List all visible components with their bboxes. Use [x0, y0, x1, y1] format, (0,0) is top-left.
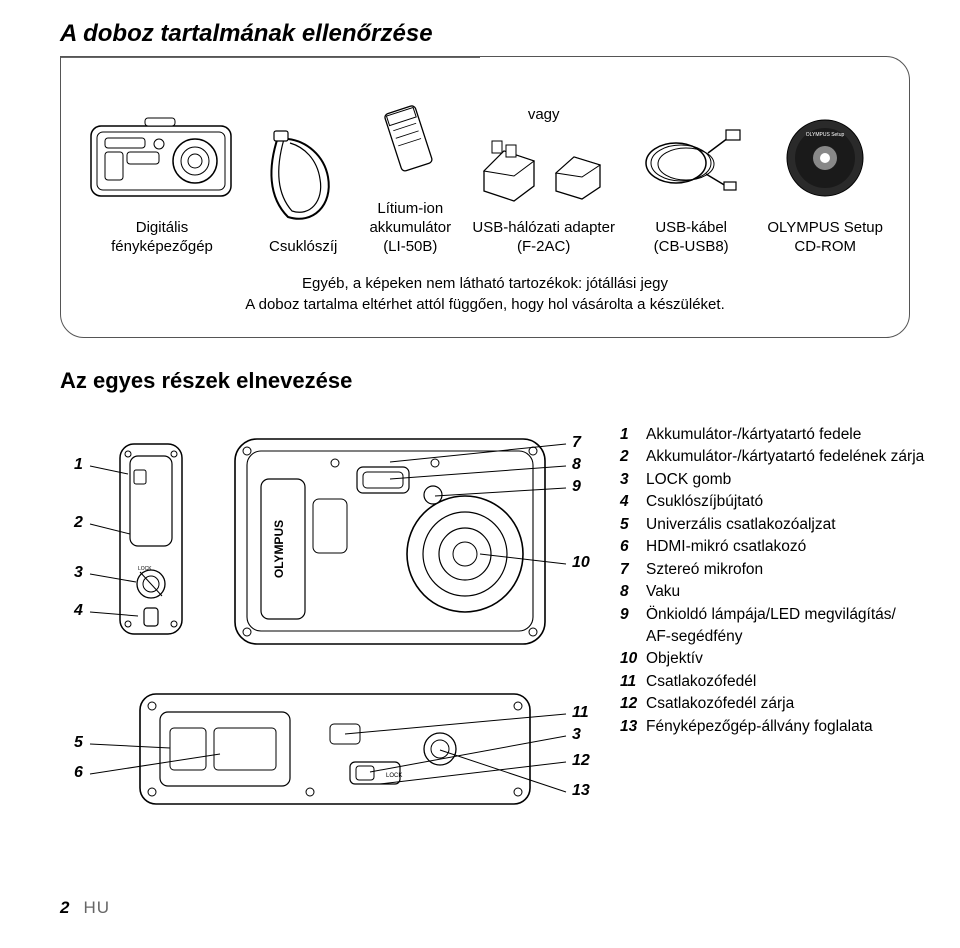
svg-text:OLYMPUS Setup: OLYMPUS Setup	[806, 132, 845, 138]
parts-legend: 1Akkumulátor-/kártyatartó fedele 2Akkumu…	[620, 424, 960, 739]
item-adapter: vagy	[472, 106, 615, 256]
callout-left-3: 3	[74, 564, 83, 582]
legend-row: 3LOCK gomb	[620, 469, 960, 491]
cable-illustration	[636, 106, 746, 211]
callout-right-7: 7	[572, 434, 581, 452]
item-label: Digitális fényképezőgép	[111, 219, 213, 257]
camera-illustration	[87, 106, 237, 211]
legend-row: 12Csatlakozófedél zárja	[620, 693, 960, 715]
callout-right-3b: 3	[572, 726, 581, 744]
legend-row: 4Csuklószíjbújtató	[620, 491, 960, 513]
legend-row: 13Fényképezőgép-állvány foglalata	[620, 716, 960, 738]
parts-area: LOCK	[60, 414, 910, 844]
legend-row: 10Objektív	[620, 648, 960, 670]
callout-right-12: 12	[572, 752, 590, 770]
legend-row: 2Akkumulátor-/kártyatartó fedelének zárj…	[620, 446, 960, 468]
battery-illustration	[375, 87, 445, 192]
page-title: A doboz tartalmának ellenőrzése	[60, 20, 910, 48]
legend-row: 8Vaku	[620, 581, 960, 603]
item-label: Lítium-ion akkumulátor (LI-50B)	[369, 200, 451, 256]
callout-left-6: 6	[74, 764, 83, 782]
box-items-row: Digitális fényképezőgép Csuklószíj	[87, 87, 883, 256]
item-strap: Csuklószíj	[258, 125, 348, 257]
page-lang: HU	[83, 898, 110, 918]
legend-row: 1Akkumulátor-/kártyatartó fedele	[620, 424, 960, 446]
legend-row: 7Sztereó mikrofon	[620, 559, 960, 581]
item-label: Csuklószíj	[269, 238, 337, 257]
legend-row: 9Önkioldó lámpája/LED megvilágítás/ AF-s…	[620, 604, 960, 649]
parts-diagram: LOCK	[60, 414, 620, 844]
callout-left-1: 1	[74, 456, 83, 474]
callout-left-2: 2	[74, 514, 83, 532]
item-label: OLYMPUS Setup CD-ROM	[767, 219, 883, 257]
legend-row: 6HDMI-mikró csatlakozó	[620, 536, 960, 558]
strap-illustration	[258, 125, 348, 230]
item-label: USB-kábel (CB-USB8)	[654, 219, 729, 257]
page: A doboz tartalmának ellenőrzése	[0, 0, 960, 948]
legend-row: 5Univerzális csatlakozóaljzat	[620, 514, 960, 536]
svg-text:OLYMPUS: OLYMPUS	[272, 520, 286, 578]
parts-section-title: Az egyes részek elnevezése	[60, 368, 910, 394]
or-label: vagy	[528, 106, 560, 125]
callout-right-10: 10	[572, 554, 590, 572]
svg-text:LOCK: LOCK	[386, 773, 402, 779]
callout-right-8: 8	[572, 456, 581, 474]
item-usb-cable: USB-kábel (CB-USB8)	[636, 106, 746, 257]
callout-left-5: 5	[74, 734, 83, 752]
item-camera: Digitális fényképezőgép	[87, 106, 237, 257]
callout-right-13: 13	[572, 782, 590, 800]
adapter-illustration	[474, 131, 614, 211]
callout-right-9: 9	[572, 478, 581, 496]
svg-text:LOCK: LOCK	[138, 566, 152, 572]
cd-illustration: OLYMPUS Setup	[780, 106, 870, 211]
panel-note: Egyéb, a képeken nem látható tartozékok:…	[87, 274, 883, 315]
page-number: 2	[60, 898, 69, 918]
page-footer: 2 HU	[60, 898, 110, 918]
callout-right-11: 11	[572, 704, 589, 722]
callout-left-4: 4	[74, 602, 83, 620]
legend-row: 11Csatlakozófedél	[620, 671, 960, 693]
item-battery: Lítium-ion akkumulátor (LI-50B)	[369, 87, 451, 256]
box-contents-panel: Digitális fényképezőgép Csuklószíj	[60, 56, 910, 338]
item-cdrom: OLYMPUS Setup OLYMPUS Setup CD-ROM	[767, 106, 883, 257]
item-label: USB-hálózati adapter (F-2AC)	[472, 219, 615, 257]
